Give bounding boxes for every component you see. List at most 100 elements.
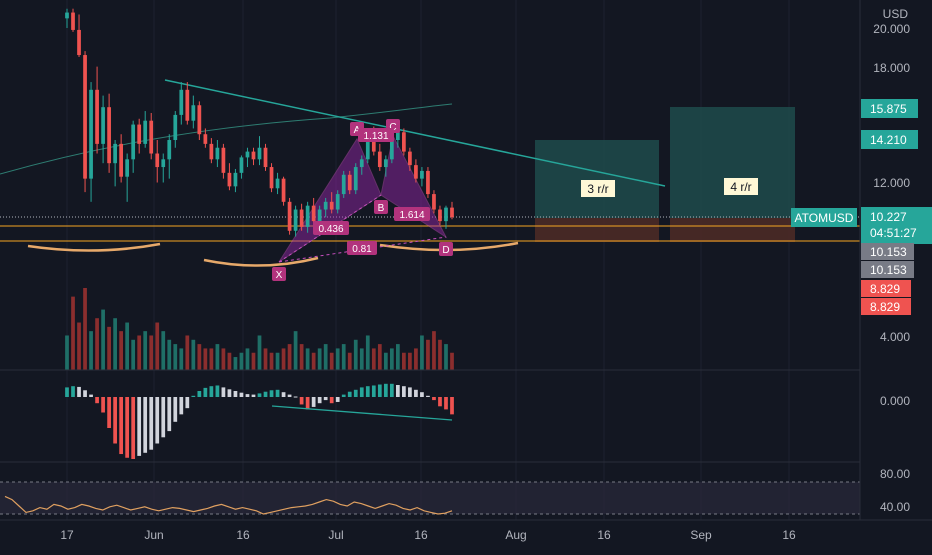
- support-1-badge-bg: [861, 243, 914, 260]
- volume-bar-53: [383, 352, 388, 370]
- volume-bar-54: [389, 348, 394, 370]
- target-2-badge: 15.875: [870, 102, 907, 116]
- candle-body-46: [341, 174, 346, 195]
- volume-bar-46: [341, 344, 346, 370]
- candle-body-26: [221, 147, 226, 173]
- volume-bar-35: [275, 352, 280, 370]
- stop-1-badge-bg: [861, 280, 911, 297]
- pattern-labels: X A B C D 0.436 1.131 1.614 0.81: [272, 119, 453, 281]
- rr-label-2: 4 r/r: [730, 180, 751, 194]
- volume-bar-63: [444, 344, 448, 370]
- osc-bar-25: [215, 385, 220, 397]
- volume-bar-28: [233, 357, 238, 370]
- candle-body-21: [191, 105, 196, 121]
- candle-body-40: [305, 205, 310, 227]
- volume-bar-52: [377, 344, 382, 370]
- price-tick-12: 12.000: [873, 176, 910, 190]
- rr-label-1: 3 r/r: [587, 182, 608, 196]
- candle-body-2: [77, 29, 81, 56]
- osc-tick-0: 0.000: [880, 394, 910, 408]
- volume-bar-14: [149, 335, 154, 370]
- time-axis[interactable]: 17 Jun 16 Jul 16 Aug 16 Sep 16: [0, 519, 932, 550]
- osc-bar-48: [353, 389, 358, 397]
- volume-bar-49: [359, 348, 364, 370]
- osc-bar-21: [191, 395, 196, 397]
- rsi-band: [0, 482, 860, 514]
- volume-bar-3: [83, 288, 87, 370]
- pattern-point-C: C: [389, 122, 396, 133]
- rsi-line[interactable]: [4, 495, 453, 515]
- candle-body-47: [347, 174, 352, 191]
- osc-bar-42: [317, 397, 322, 404]
- volume-bar-29: [239, 352, 244, 370]
- candle-body-61: [432, 194, 436, 210]
- volume-bar-39: [299, 344, 304, 370]
- time-tick-8: 16: [782, 528, 796, 542]
- time-ticks: 17 Jun 16 Jul 16 Aug 16 Sep 16: [60, 528, 796, 542]
- time-tick-1: Jun: [144, 528, 163, 542]
- volume-bar-60: [426, 339, 430, 370]
- descending-trendline[interactable]: [164, 79, 666, 187]
- candle-body-17: [167, 140, 172, 160]
- volume-bar-42: [317, 348, 322, 370]
- volume-bar-16: [161, 331, 166, 370]
- time-tick-6: 16: [597, 528, 611, 542]
- osc-bar-28: [233, 391, 238, 397]
- osc-bar-12: [137, 397, 142, 456]
- target-zone-1[interactable]: [535, 140, 659, 218]
- candle-body-49: [359, 159, 364, 168]
- osc-bar-14: [149, 397, 154, 450]
- osc-bar-23: [203, 387, 208, 397]
- time-tick-4: 16: [414, 528, 428, 542]
- candle-body-29: [239, 157, 244, 173]
- pattern-point-bg-B: [374, 200, 388, 214]
- candle-body-25: [215, 147, 220, 160]
- candle-body-20: [185, 89, 190, 121]
- osc-bar-29: [239, 392, 244, 397]
- volume-bar-0: [65, 335, 69, 370]
- osc-bar-20: [185, 397, 190, 409]
- stop-zone-1[interactable]: [535, 218, 659, 242]
- price-candles[interactable]: [65, 8, 454, 237]
- candle-body-54: [389, 140, 394, 160]
- price-tick-18: 18.000: [873, 61, 910, 75]
- price-axis[interactable]: USD 20.000 18.000 12.000 4.000 0.000 80.…: [859, 0, 932, 520]
- volume-bar-59: [420, 335, 424, 370]
- candle-body-5: [95, 89, 99, 144]
- osc-bar-11: [131, 397, 136, 459]
- target-zone-2[interactable]: [670, 107, 795, 218]
- time-axis-bg: [0, 520, 932, 550]
- osc-bar-6: [101, 397, 105, 413]
- volume-bar-36: [281, 348, 286, 370]
- candle-body-23: [203, 134, 208, 144]
- candle-body-7: [107, 107, 111, 164]
- candle-body-19: [179, 89, 184, 115]
- candle-body-45: [335, 194, 340, 210]
- rsi-tick-40: 40.00: [880, 500, 910, 514]
- osc-bar-34: [269, 390, 274, 397]
- volume-bar-48: [353, 339, 358, 370]
- candle-body-10: [125, 159, 130, 177]
- osc-bar-35: [275, 389, 280, 397]
- volume-bar-30: [245, 348, 250, 370]
- osc-bar-19: [179, 397, 184, 415]
- candle-body-13: [143, 120, 148, 144]
- price-tick-4: 4.000: [880, 330, 910, 344]
- volume-bar-26: [221, 348, 226, 370]
- volume-bar-37: [287, 344, 292, 370]
- candle-body-52: [377, 151, 382, 168]
- osc-bar-22: [197, 391, 202, 397]
- pattern-point-A: A: [354, 125, 361, 136]
- candle-body-43: [323, 201, 328, 210]
- risk-reward-zones[interactable]: 3 r/r 4 r/r: [535, 107, 795, 242]
- osc-bar-37: [287, 394, 292, 397]
- support-arc-1: [27, 242, 161, 252]
- volume-bar-41: [311, 352, 316, 370]
- divergence-line[interactable]: [271, 405, 453, 421]
- osc-bar-16: [161, 397, 166, 438]
- osc-bar-0: [65, 387, 69, 397]
- osc-bar-3: [83, 390, 87, 397]
- stop-zone-2[interactable]: [670, 218, 795, 242]
